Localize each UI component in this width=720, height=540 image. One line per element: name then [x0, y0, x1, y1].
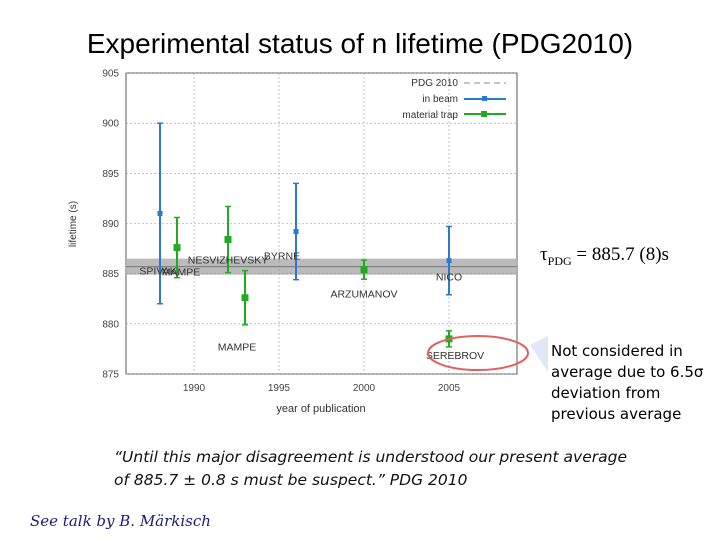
data-point	[446, 225, 452, 296]
y-axis-label: lifetime (s)	[68, 201, 79, 247]
marker	[293, 229, 299, 235]
marker	[224, 236, 232, 244]
y-tick-label: 890	[102, 219, 119, 230]
x-tick-label: 2005	[438, 383, 461, 394]
data-point	[360, 259, 368, 280]
y-tick-label: 900	[102, 119, 119, 130]
point-label: NICO	[436, 272, 462, 284]
data-point	[157, 122, 163, 305]
y-tick-label: 905	[102, 69, 119, 80]
data-point	[224, 205, 232, 274]
legend: PDG 2010 in beam material trap	[402, 78, 506, 121]
serebrov-highlight	[427, 335, 529, 371]
tau-number: = 885.7 (8)s	[571, 244, 669, 265]
x-tick-label: 1990	[183, 383, 206, 394]
page-title: Experimental status of n lifetime (PDG20…	[86, 28, 634, 59]
data-point	[241, 269, 249, 326]
point-label: ARZUMANOV	[330, 289, 397, 301]
tau-pdg-value: τPDG = 885.7 (8)s	[540, 244, 669, 269]
point-label: SPIVAK	[139, 265, 176, 277]
legend-marker-in-beam	[482, 96, 487, 101]
point-label: SEREBROV	[426, 350, 484, 362]
marker	[241, 294, 249, 302]
legend-label-pdg: PDG 2010	[411, 78, 458, 89]
marker	[157, 210, 163, 216]
y-tick-labels: 875 880 885 890 895 900 905	[102, 69, 119, 381]
point-label: MAMPE	[218, 342, 257, 354]
tau-symbol: τ	[540, 244, 548, 265]
point-label: NESVIZHEVSKY	[188, 255, 269, 267]
marker	[446, 258, 452, 264]
tau-subscript: PDG	[547, 254, 572, 268]
y-tick-label: 895	[102, 169, 119, 180]
point-labels: SPIVAKBYRNENICOMAMPENESVIZHEVSKYMAMPEARZ…	[139, 251, 484, 362]
callout-text: Not considered in average due to 6.5σ de…	[551, 342, 704, 423]
point-label: MAMPE	[162, 267, 201, 279]
legend-label-in-beam: in beam	[422, 94, 458, 105]
marker	[173, 244, 181, 252]
x-tick-label: 2000	[353, 383, 376, 394]
y-tick-label: 875	[102, 370, 119, 381]
point-label: BYRNE	[264, 251, 300, 263]
credit-text: See talk by B. Märkisch	[30, 512, 211, 530]
x-axis-label: year of publication	[276, 403, 365, 415]
y-tick-label: 885	[102, 269, 119, 280]
x-tick-label: 1995	[268, 383, 291, 394]
grid-lines	[126, 72, 517, 375]
marker	[360, 266, 368, 274]
pdg-quote: “Until this major disagreement is unders…	[114, 448, 628, 489]
legend-marker-material-trap	[481, 111, 487, 117]
x-tick-labels: 1990 1995 2000 2005	[183, 383, 461, 394]
data-point	[173, 216, 181, 279]
callout-arrow	[530, 336, 548, 372]
legend-label-material-trap: material trap	[402, 110, 458, 121]
y-tick-label: 880	[102, 319, 119, 330]
data-point	[293, 182, 299, 281]
